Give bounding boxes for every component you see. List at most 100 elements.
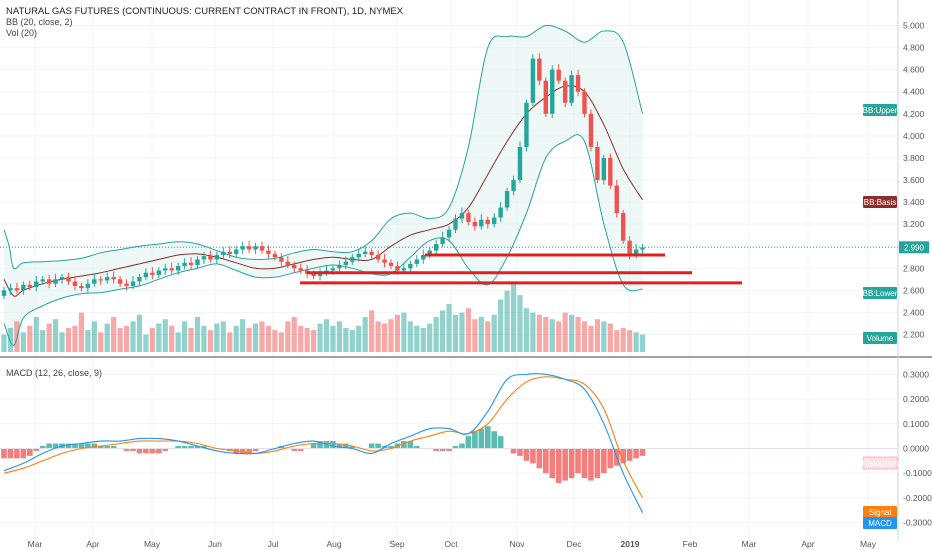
histogram-bar (491, 431, 497, 449)
volume-bar (169, 325, 175, 352)
x-tick-label: Jul (268, 539, 279, 549)
candle-body (517, 146, 523, 180)
macd-tick-label: 0.2000 (903, 394, 929, 404)
volume-bar (459, 312, 465, 352)
price-badges: BB:Upper BB:Basis BB:Lower Volume Histogram S… (862, 104, 929, 529)
candle-body (259, 246, 265, 251)
histogram-bar (78, 443, 85, 449)
volume-bar (478, 317, 484, 352)
volume-bar (556, 321, 562, 352)
vol-legend[interactable]: Vol (20) (6, 28, 38, 38)
volume-bar (472, 319, 478, 352)
candle-body (363, 251, 368, 254)
volume-bar (575, 317, 581, 352)
price-tick-label: 4.600 (903, 65, 925, 75)
volume-bar (156, 323, 162, 352)
macd-lines (3, 373, 644, 513)
volume-bar (285, 321, 291, 352)
bollinger-fill-area (4, 25, 643, 346)
candle-body (621, 213, 626, 241)
volume-bar (46, 323, 52, 352)
macd-legend[interactable]: MACD (12, 26, close, 9) (6, 368, 103, 378)
volume-bar (362, 317, 368, 352)
candle-body (530, 58, 536, 103)
volume-bar (233, 325, 239, 352)
volume-bar (562, 312, 568, 352)
candle-body (175, 266, 181, 271)
candle-body (34, 281, 39, 288)
volume-bar (420, 327, 426, 352)
volume-bar (143, 334, 149, 352)
histogram-bar (555, 448, 562, 484)
chart-title: NATURAL GAS FUTURES (CONTINUOUS: CURRENT… (6, 6, 404, 17)
volume-bar (182, 321, 188, 352)
histogram-bar (620, 448, 626, 464)
candle-body (595, 146, 600, 180)
bb-lower-badge: BB:Lower (863, 289, 898, 298)
candle-body (446, 229, 452, 238)
candle-body (408, 263, 413, 269)
histogram-bar (85, 443, 91, 449)
histogram-bar (7, 448, 14, 459)
candle-body (227, 251, 232, 254)
histogram-bar (549, 448, 556, 479)
price-tick-label: 4.200 (903, 109, 925, 119)
bb-basis-line (3, 85, 644, 297)
bb-upper-badge: BB:Upper (863, 106, 898, 115)
candle-body (330, 268, 336, 271)
candle-body (601, 157, 607, 180)
histogram-bar (52, 443, 59, 449)
histogram-bar (130, 448, 136, 451)
bb-lower-line (3, 134, 643, 347)
volume-bar (98, 332, 104, 352)
x-tick-label: Dec (566, 539, 582, 549)
volume-bar (265, 325, 272, 352)
volume-bar (330, 325, 336, 352)
signal-line (3, 376, 644, 499)
histogram-bar (349, 446, 356, 449)
histogram-bar (14, 448, 20, 459)
volume-bar (149, 327, 155, 352)
histogram-bar (607, 448, 614, 469)
volume-bar (175, 332, 181, 352)
candle-body (433, 244, 439, 251)
candle-body (201, 256, 207, 260)
candle-body (85, 283, 91, 289)
histogram-bar (452, 446, 459, 449)
price-tick-label: 3.600 (903, 175, 925, 185)
candle-body (524, 102, 529, 147)
candle-body (350, 257, 355, 262)
histogram-bar (517, 448, 523, 456)
candle-body (208, 256, 213, 260)
candle-body (279, 257, 284, 262)
candle-body (472, 221, 478, 227)
candle-body (124, 283, 129, 286)
histogram-bar (143, 448, 149, 454)
histogram-bar (465, 436, 472, 449)
macd-tick-label: 0.0000 (903, 443, 929, 453)
volume-bar (278, 332, 284, 352)
price-tick-label: 5.000 (903, 21, 925, 31)
candle-body (40, 279, 45, 282)
macd-tick-label: 0.3000 (903, 369, 929, 379)
candle-body (240, 246, 245, 250)
histogram-bar (439, 448, 446, 451)
bb-legend[interactable]: BB (20, close, 2) (6, 17, 73, 27)
histogram-bar (601, 448, 607, 474)
volume-bar (414, 325, 420, 352)
histogram-bar (291, 448, 298, 451)
histogram-bar (252, 448, 259, 451)
price-tick-label: 4.800 (903, 43, 925, 53)
x-tick-label: Mar (28, 539, 43, 549)
histogram-bar (407, 441, 414, 449)
candle-body (130, 281, 136, 286)
candle-body (395, 266, 400, 271)
macd-badge-bg (863, 517, 897, 529)
candle-body (266, 250, 271, 254)
volume-bar (123, 325, 130, 352)
bb-lower-badge-bg (863, 287, 897, 299)
volume-bar (394, 314, 401, 352)
x-tick-label: Jun (208, 539, 222, 549)
histogram-bar (484, 426, 491, 449)
